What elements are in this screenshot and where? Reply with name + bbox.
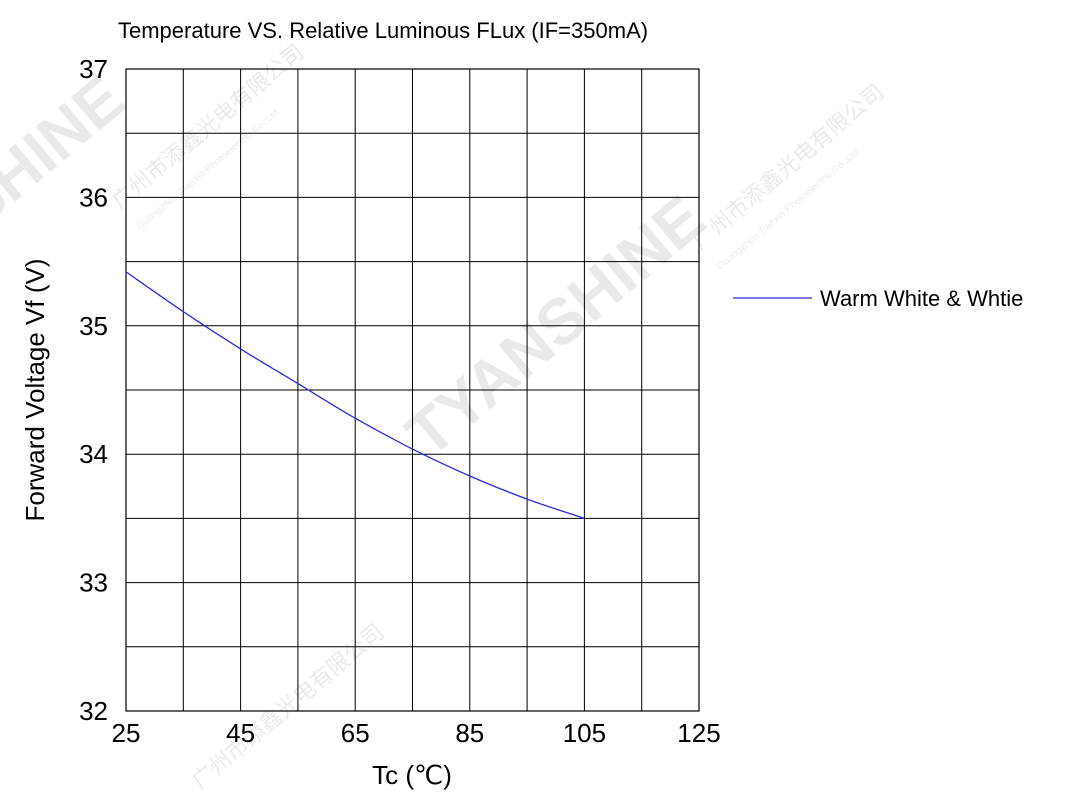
legend: Warm White & Whtie bbox=[733, 286, 1023, 311]
y-tick-label: 32 bbox=[79, 696, 108, 726]
watermark-company-cn-right: 广州市添鑫光电有限公司 bbox=[687, 79, 888, 254]
x-tick-label: 45 bbox=[226, 718, 255, 748]
y-tick-label: 33 bbox=[79, 568, 108, 598]
watermark-company-cn-bottom: 广州市添鑫光电有限公司 bbox=[187, 619, 388, 794]
series-line bbox=[125, 271, 585, 520]
y-tick-labels: 32 33 34 35 36 37 bbox=[79, 54, 108, 726]
x-tick-label: 25 bbox=[112, 718, 141, 748]
x-tick-label: 125 bbox=[677, 718, 720, 748]
series-layer bbox=[125, 271, 585, 520]
chart-title: Temperature VS. Relative Luminous FLux (… bbox=[118, 18, 648, 43]
x-tick-label: 65 bbox=[341, 718, 370, 748]
legend-label: Warm White & Whtie bbox=[820, 286, 1023, 311]
y-tick-label: 36 bbox=[79, 182, 108, 212]
x-tick-labels: 25 45 65 85 105 125 bbox=[112, 718, 721, 748]
plot-frame bbox=[125, 68, 700, 712]
y-axis-label: Forward Voltage Vf (V) bbox=[20, 259, 50, 522]
x-tick-label: 105 bbox=[563, 718, 606, 748]
watermark-company-cn: 广州市添鑫光电有限公司 bbox=[107, 39, 308, 214]
y-tick-label: 37 bbox=[79, 54, 108, 84]
y-tick-label: 35 bbox=[79, 311, 108, 341]
x-axis-label: Tc (℃) bbox=[372, 760, 452, 790]
watermark: TYANSHINE TYANSHINE 广州市添鑫光电有限公司 广州市添鑫光电有… bbox=[0, 39, 889, 794]
grid bbox=[125, 68, 700, 712]
x-tick-label: 85 bbox=[455, 718, 484, 748]
y-tick-label: 34 bbox=[79, 439, 108, 469]
